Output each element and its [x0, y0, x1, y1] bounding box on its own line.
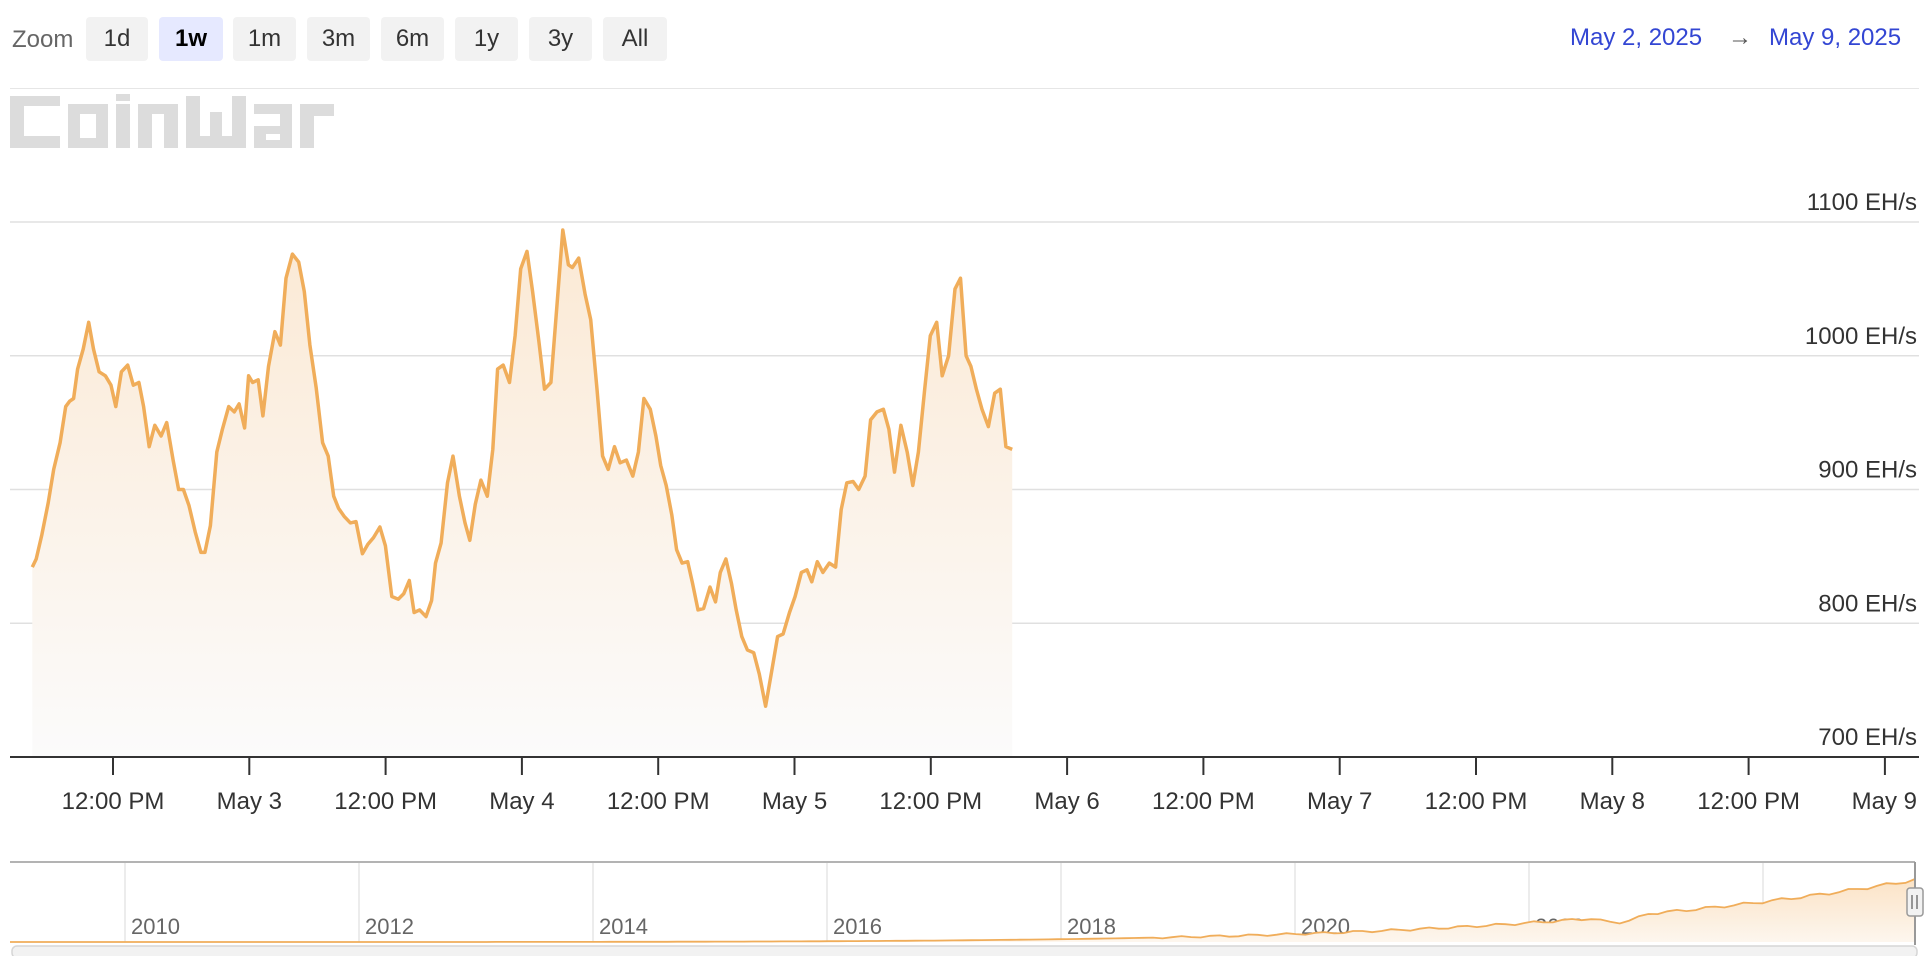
navigator-area: [10, 879, 1915, 942]
y-tick-label: 800 EH/s: [1818, 590, 1917, 617]
x-tick-label: 12:00 PM: [1425, 788, 1528, 815]
toolbar-divider: [10, 88, 1919, 89]
x-tick-label: May 4: [489, 788, 554, 815]
navigator-year-label: 2016: [833, 914, 882, 939]
y-axis-labels: 700 EH/s 800 EH/s 900 EH/s 1000 EH/s 1100 EH…: [1805, 189, 1917, 751]
y-tick-label: 1000 EH/s: [1805, 323, 1917, 350]
navigator-year-label: 2010: [131, 914, 180, 939]
x-tick-label: May 3: [217, 788, 282, 815]
x-tick-label: May 8: [1580, 788, 1645, 815]
x-tick-label: 12:00 PM: [607, 788, 710, 815]
zoom-1d-button[interactable]: 1d: [86, 17, 148, 61]
range-arrow: →: [1728, 24, 1752, 51]
x-tick-label: May 6: [1034, 788, 1099, 815]
navigator-line: [10, 878, 1916, 943]
y-tick-label: 1100 EH/s: [1807, 189, 1917, 216]
navigator[interactable]: 20102012201420162018202020222024: [10, 861, 1924, 945]
zoom-6m-button[interactable]: 6m: [381, 17, 444, 61]
coinwarz-logo: [10, 94, 334, 148]
y-tick-label: 700 EH/s: [1818, 724, 1917, 751]
y-tick-label: 900 EH/s: [1818, 457, 1917, 484]
navigator-grid: 20102012201420162018202020222024: [124, 862, 1818, 942]
zoom-1m-button[interactable]: 1m: [233, 17, 296, 61]
x-tick-label: May 7: [1307, 788, 1372, 815]
x-axis-ticks: 12:00 PM May 3 12:00 PM May 4 12:00 PM May 5 1…: [62, 757, 1917, 815]
navigator-handle[interactable]: [1906, 887, 1924, 917]
x-tick-label: 12:00 PM: [1697, 788, 1800, 815]
navigator-year-label: 2012: [365, 914, 414, 939]
zoom-all-button[interactable]: All: [603, 17, 667, 61]
range-from-date[interactable]: May 2, 2025: [1570, 24, 1703, 51]
hashrate-area: [32, 230, 1013, 757]
zoom-1w-button[interactable]: 1w: [159, 17, 223, 61]
x-tick-label: 12:00 PM: [1152, 788, 1255, 815]
x-tick-label: 12:00 PM: [334, 788, 437, 815]
zoom-3y-button[interactable]: 3y: [529, 17, 592, 61]
zoom-1y-button[interactable]: 1y: [455, 17, 518, 61]
navigator-year-label: 2018: [1067, 914, 1116, 939]
zoom-toolbar: Zoom 1d 1w 1m 3m 6m 1y 3y All May 2, 202…: [0, 0, 1929, 80]
zoom-3m-button[interactable]: 3m: [307, 17, 370, 61]
x-tick-label: 12:00 PM: [62, 788, 165, 815]
x-tick-label: May 5: [762, 788, 827, 815]
navigator-year-label: 2014: [599, 914, 648, 939]
x-tick-label: 12:00 PM: [879, 788, 982, 815]
x-tick-label: May 9: [1852, 788, 1917, 815]
hashrate-line: [30, 228, 1013, 708]
navigator-scrollbar[interactable]: [11, 945, 1918, 956]
range-to-date[interactable]: May 9, 2025: [1769, 24, 1902, 51]
zoom-label: Zoom: [12, 26, 74, 53]
